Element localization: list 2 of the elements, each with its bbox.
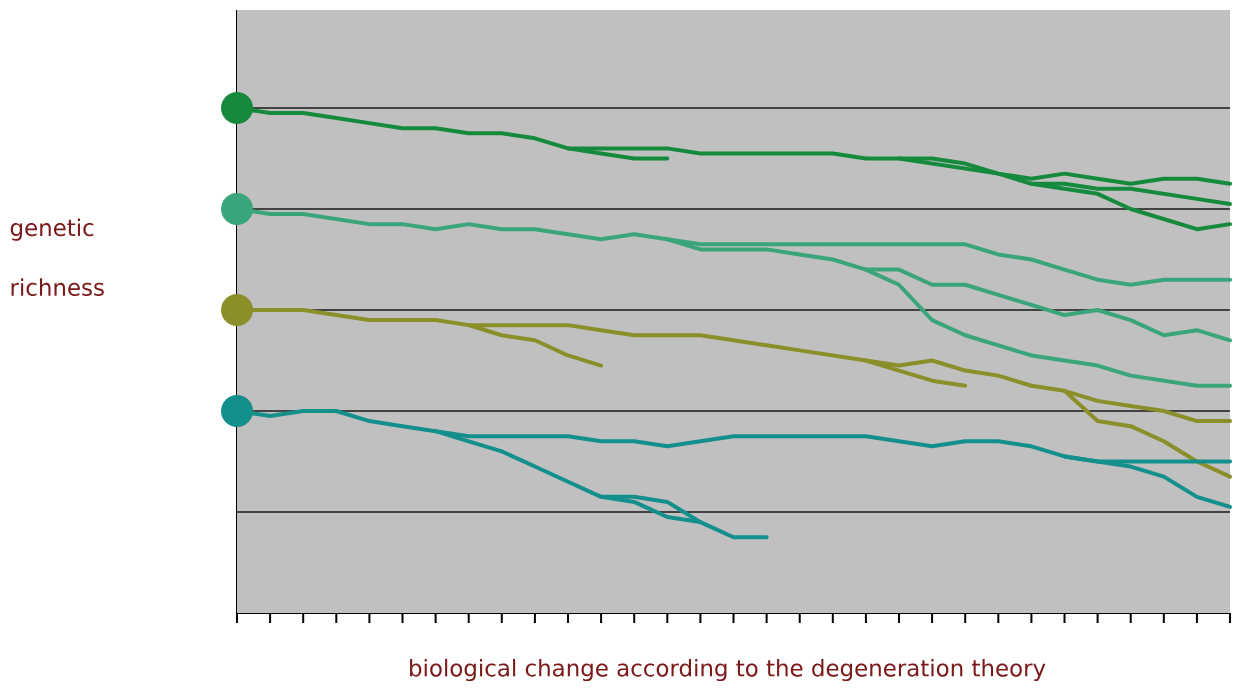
x-axis-title: biological change according to the degeneration theory [410, 658, 1046, 682]
text: genetic richness [10, 218, 104, 297]
